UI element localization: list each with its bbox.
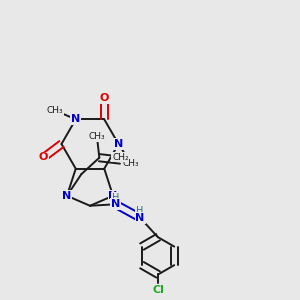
Text: H: H — [136, 206, 143, 216]
Text: H: H — [112, 193, 119, 203]
Text: N: N — [62, 191, 72, 201]
Text: N: N — [108, 191, 118, 201]
Text: CH₃: CH₃ — [46, 106, 63, 115]
Text: CH₃: CH₃ — [123, 159, 140, 168]
Text: CH₂: CH₂ — [112, 153, 129, 162]
Text: O: O — [100, 93, 109, 103]
Text: N: N — [111, 199, 120, 209]
Text: CH₃: CH₃ — [88, 132, 105, 141]
Text: Cl: Cl — [152, 285, 164, 295]
Text: O: O — [39, 152, 48, 163]
Text: N: N — [114, 139, 123, 149]
Text: N: N — [71, 114, 80, 124]
Text: N: N — [136, 213, 145, 223]
